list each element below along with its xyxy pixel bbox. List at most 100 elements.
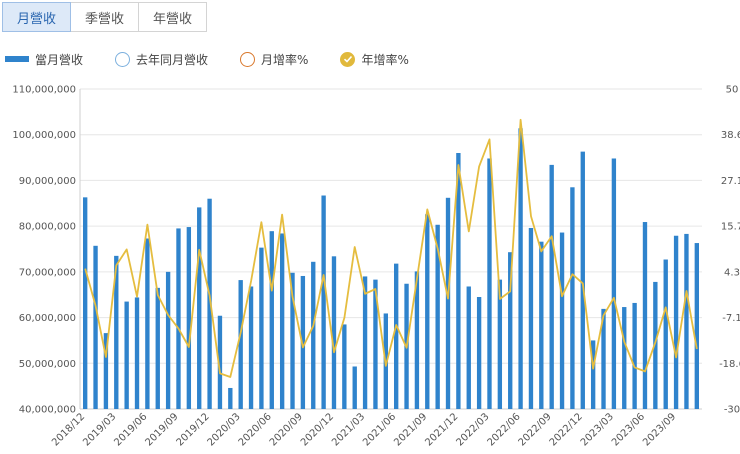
revenue-bar [601,308,606,409]
legend-item-yoy-growth[interactable]: 年增率% [340,51,409,68]
x-tick-label: 2020/09 [268,411,305,448]
y-left-tick-label: 60,000,000 [19,313,76,324]
revenue-bar [580,151,585,409]
y-right-tick-label: 27.1 [721,176,740,187]
revenue-bar [176,228,181,409]
revenue-bar [197,207,202,409]
x-tick-label: 2021/09 [392,411,429,448]
x-tick-label: 2019/06 [112,411,149,448]
legend-label-yoy-growth: 年增率% [361,52,409,67]
revenue-bar [83,197,88,409]
y-right-tick-label: 15.7 [721,222,740,233]
chart-legend: 當月營收 去年同月營收 月增率% 年增率% [0,44,441,74]
revenue-bar [456,153,461,409]
revenue-bar [238,280,243,409]
revenue-bar [290,272,295,409]
legend-label-last-year-revenue: 去年同月營收 [136,52,209,67]
revenue-bar [508,252,513,409]
revenue-bar [487,158,492,409]
legend-item-mom-growth[interactable]: 月增率% [240,51,308,68]
revenue-bar [331,256,337,409]
revenue-bar [632,302,637,409]
x-tick-label: 2020/12 [299,411,336,448]
legend-item-monthly-revenue[interactable]: 當月營收 [0,51,83,68]
revenue-bar [217,315,223,409]
revenue-bar [165,271,171,409]
x-tick-label: 2021/12 [423,411,460,448]
x-tick-label: 2022/09 [517,411,554,448]
revenue-bar [425,214,430,409]
revenue-bar [93,245,98,409]
x-tick-label: 2022/12 [548,411,585,448]
x-tick-label: 2018/12 [50,411,87,448]
y-left-tick-label: 40,000,000 [19,405,76,416]
legend-label-monthly-revenue: 當月營收 [35,52,84,67]
revenue-bar [300,275,306,409]
y-right-tick-label: 50 [726,85,739,96]
revenue-bar [590,340,596,409]
revenue-bar [694,243,699,409]
x-tick-label: 2019/03 [81,411,118,448]
revenue-bar [539,241,544,409]
y-right-tick-label: 38.6 [721,130,740,141]
revenue-bar [124,301,129,409]
revenue-bar [321,195,326,409]
revenue-bar [414,271,420,409]
revenue-bar [559,232,565,409]
revenue-bar [373,279,378,409]
x-tick-label: 2019/12 [175,411,212,448]
revenue-bar [394,263,399,409]
y-right-tick-label: -7.1 [722,313,740,324]
circle-swatch-icon [115,51,131,67]
bar-swatch-icon [5,56,29,62]
revenue-bar [352,366,357,409]
revenue-bar [673,235,679,409]
x-tick-label: 2019/09 [143,411,180,448]
revenue-period-tabs: 月營收 季營收 年營收 [2,2,207,32]
revenue-bar [134,297,140,409]
tab-monthly-revenue[interactable]: 月營收 [2,2,71,32]
x-tick-label: 2022/06 [486,411,523,448]
checkmark-swatch-icon [340,51,356,67]
revenue-bar [155,287,160,409]
revenue-bar [549,164,554,409]
revenue-bar [259,247,264,409]
x-tick-label: 2021/06 [361,411,398,448]
y-left-tick-label: 80,000,000 [19,222,76,233]
legend-label-mom-growth: 月增率% [261,52,309,67]
revenue-bar [269,231,274,409]
revenue-bar [435,224,440,409]
x-tick-label: 2021/03 [330,411,367,448]
x-tick-label: 2023/06 [610,411,647,448]
revenue-bar [145,238,150,409]
revenue-bar [518,128,523,410]
revenue-bar [207,198,212,409]
y-right-tick-label: 4.3 [724,267,740,278]
revenue-bar [114,255,119,409]
revenue-bar [362,276,368,409]
revenue-bar [248,286,254,409]
x-tick-label: 2020/06 [237,411,274,448]
revenue-bar [528,227,534,409]
revenue-bar [684,233,689,409]
revenue-bar [611,158,617,409]
revenue-bar [497,279,503,409]
x-tick-label: 2023/09 [641,411,678,448]
y-left-tick-label: 50,000,000 [19,359,76,370]
y-left-tick-label: 90,000,000 [19,176,76,187]
revenue-bar [642,222,648,409]
y-left-tick-label: 110,000,000 [12,85,76,96]
tab-annual-revenue[interactable]: 年營收 [138,2,207,32]
revenue-bar [663,259,668,409]
yoy-growth-line [84,118,698,378]
legend-item-last-year-revenue[interactable]: 去年同月營收 [115,51,208,68]
revenue-bar [311,261,316,409]
revenue-bar [228,387,233,409]
x-tick-label: 2022/03 [454,411,491,448]
x-tick-label: 2023/03 [579,411,616,448]
y-right-tick-label: -30 [724,405,740,416]
revenue-bar [653,281,658,409]
revenue-bar [445,197,451,409]
revenue-bar [476,297,482,409]
